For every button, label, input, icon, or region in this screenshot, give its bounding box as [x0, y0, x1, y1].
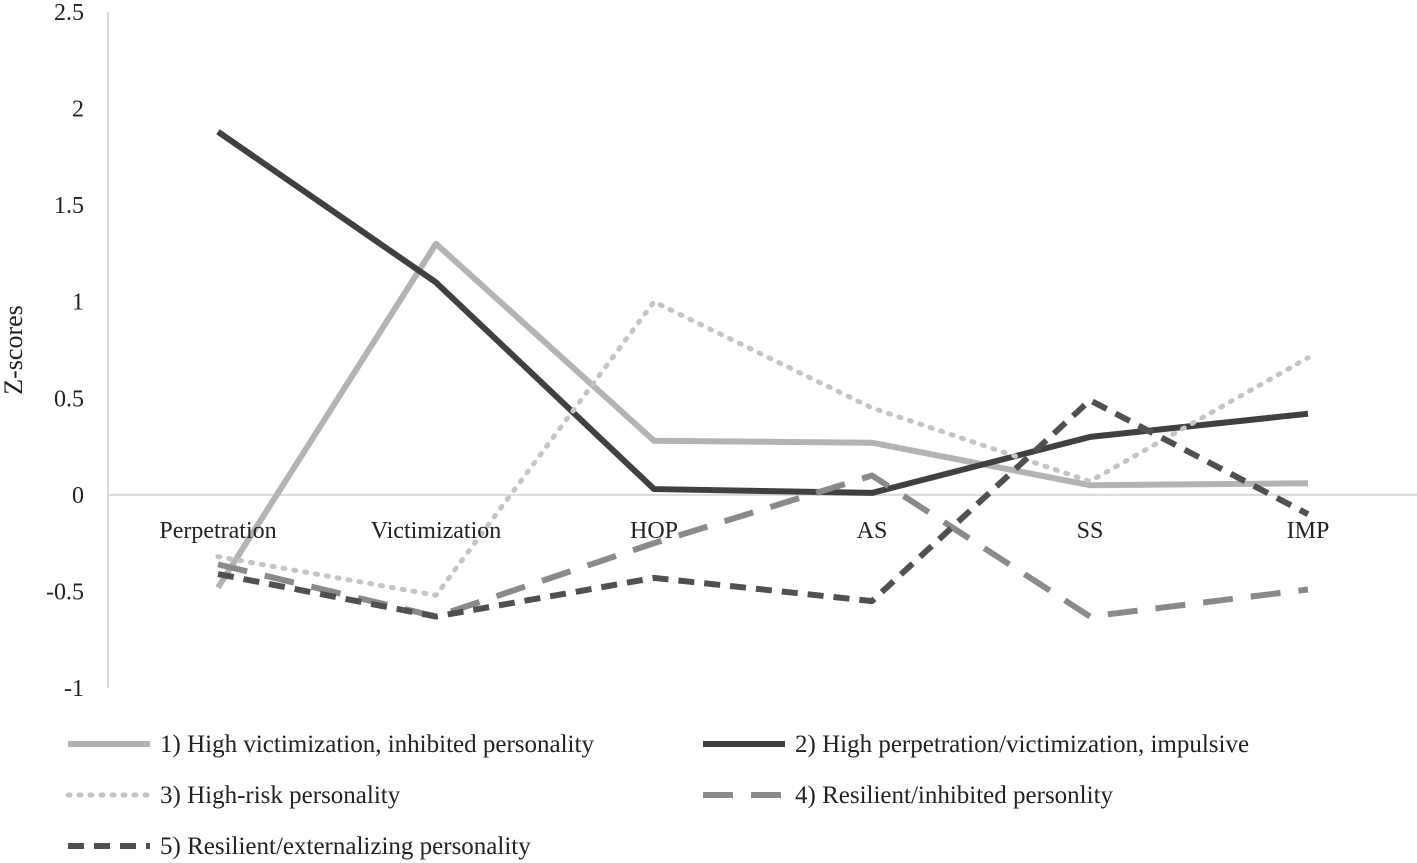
y-axis-title: Z-scores: [0, 305, 28, 395]
series-line-1: [215, 240, 1309, 590]
series-line-5: [217, 397, 1310, 620]
series-layer: [215, 129, 1311, 620]
x-tick-label: Victimization: [371, 518, 502, 544]
legend: 1) High victimization, inhibited persona…: [65, 731, 1249, 860]
y-tick-label: 2.5: [54, 0, 84, 26]
y-tick-label: 2: [72, 97, 84, 123]
y-tick-label: 0: [72, 483, 84, 509]
y-tick-label: 1.5: [54, 193, 84, 219]
y-tick-label: -1: [64, 676, 84, 702]
legend-label-3: 3) High-risk personality: [160, 782, 401, 809]
x-tick-label: SS: [1077, 518, 1104, 544]
y-tick-label: 1: [72, 290, 84, 316]
legend-label-5: 5) Resilient/externalizing personality: [160, 833, 531, 860]
x-tick-label: AS: [857, 518, 888, 544]
labels-layer: 2.5 2 1.5 1 0.5 0 -0.5 -1 Z-scores Perpetration Vi…: [0, 0, 1329, 702]
legend-label-1: 1) High victimization, inhibited persona…: [160, 731, 594, 758]
y-tick-label: -0.5: [46, 579, 84, 605]
x-tick-label: IMP: [1287, 518, 1330, 544]
y-tick-label: 0.5: [54, 386, 84, 412]
x-tick-label: HOP: [630, 518, 678, 544]
series-line-4: [217, 472, 1309, 620]
series-line-2: [216, 129, 1309, 496]
series-line-3: [215, 299, 1311, 598]
x-tick-label: Perpetration: [159, 518, 276, 544]
legend-label-2: 2) High perpetration/victimization, impu…: [795, 731, 1249, 758]
axes-layer: [107, 12, 1417, 688]
legend-label-4: 4) Resilient/inhibited personlity: [795, 782, 1114, 809]
